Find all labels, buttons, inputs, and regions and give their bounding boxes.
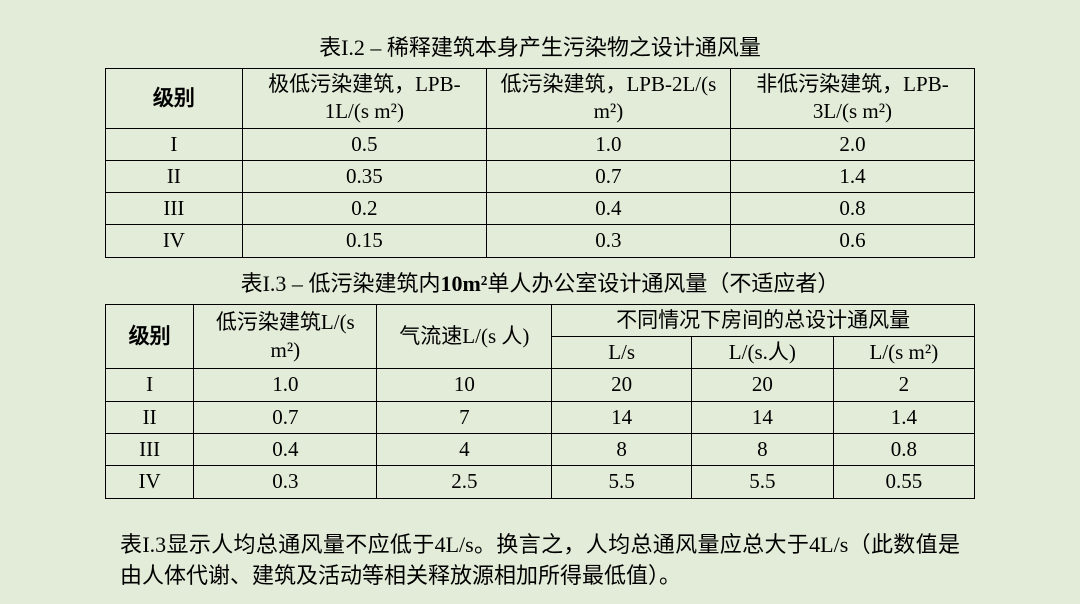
table2-airflow-header: 气流速L/(s 人) (377, 304, 552, 369)
table-row: III 0.2 0.4 0.8 (106, 193, 975, 225)
table2-sub1: L/(s.人) (692, 337, 834, 369)
table1-title-main: 稀释建筑本身产生污染物之设计通风量 (387, 35, 761, 60)
table2-level-header: 级别 (106, 304, 194, 369)
cell: IV (106, 225, 243, 257)
cell: 1.0 (486, 128, 730, 160)
cell: 0.3 (194, 466, 377, 498)
cell: III (106, 433, 194, 465)
table2-title-a: 低污染建筑内 (308, 271, 440, 296)
footnote-text: 表I.3显示人均总通风量不应低于4L/s。换言之，人均总通风量应总大于4L/s（… (120, 529, 960, 593)
table2-title-prefix: 表I.3 – (241, 271, 309, 296)
table-row: II 0.7 7 14 14 1.4 (106, 401, 975, 433)
cell: 0.55 (833, 466, 974, 498)
cell: 0.3 (486, 225, 730, 257)
table1-title: 表I.2 – 稀释建筑本身产生污染物之设计通风量 (60, 30, 1020, 62)
table-row: II 0.35 0.7 1.4 (106, 160, 975, 192)
cell: 10 (377, 369, 552, 401)
cell: 8 (692, 433, 834, 465)
cell: 7 (377, 401, 552, 433)
cell: I (106, 128, 243, 160)
cell: 0.35 (242, 160, 486, 192)
cell: 2.0 (730, 128, 974, 160)
cell: 1.0 (194, 369, 377, 401)
cell: 20 (692, 369, 834, 401)
table2-lpb-header: 低污染建筑L/(s m²) (194, 304, 377, 369)
table1-title-prefix: 表I.2 – (319, 35, 387, 60)
cell: 0.5 (242, 128, 486, 160)
cell: 0.6 (730, 225, 974, 257)
cell: 0.8 (730, 193, 974, 225)
cell: 14 (552, 401, 692, 433)
table2: 级别 低污染建筑L/(s m²) 气流速L/(s 人) 不同情况下房间的总设计通… (105, 304, 975, 499)
table2-total-group-header: 不同情况下房间的总设计通风量 (552, 304, 975, 336)
cell: 0.7 (486, 160, 730, 192)
table2-title: 表I.3 – 低污染建筑内10m²单人办公室设计通风量（不适应者） (60, 266, 1020, 298)
cell: 2 (833, 369, 974, 401)
table1-col3-header: 非低污染建筑，LPB-3L/(s m²) (730, 69, 974, 129)
table2-sub0: L/s (552, 337, 692, 369)
cell: 0.7 (194, 401, 377, 433)
table2-sub2: L/(s m²) (833, 337, 974, 369)
cell: I (106, 369, 194, 401)
table-row: IV 0.3 2.5 5.5 5.5 0.55 (106, 466, 975, 498)
cell: II (106, 160, 243, 192)
cell: IV (106, 466, 194, 498)
cell: 0.4 (194, 433, 377, 465)
cell: 5.5 (692, 466, 834, 498)
table1-col0-header: 级别 (106, 69, 243, 129)
cell: 4 (377, 433, 552, 465)
table2-title-bold: 10m² (440, 271, 487, 296)
cell: 0.8 (833, 433, 974, 465)
table2-title-b: 单人办公室设计通风量（不适应者） (487, 271, 839, 296)
cell: 2.5 (377, 466, 552, 498)
cell: 1.4 (730, 160, 974, 192)
cell: 1.4 (833, 401, 974, 433)
table-row: I 1.0 10 20 20 2 (106, 369, 975, 401)
table1-col1-header: 极低污染建筑，LPB-1L/(s m²) (242, 69, 486, 129)
table-row: IV 0.15 0.3 0.6 (106, 225, 975, 257)
table-row: 级别 低污染建筑L/(s m²) 气流速L/(s 人) 不同情况下房间的总设计通… (106, 304, 975, 336)
document-page: 表I.2 – 稀释建筑本身产生污染物之设计通风量 级别 极低污染建筑，LPB-1… (0, 0, 1080, 602)
cell: 0.15 (242, 225, 486, 257)
table1-col2-header: 低污染建筑，LPB-2L/(s m²) (486, 69, 730, 129)
cell: II (106, 401, 194, 433)
table1: 级别 极低污染建筑，LPB-1L/(s m²) 低污染建筑，LPB-2L/(s … (105, 68, 975, 258)
table-row: I 0.5 1.0 2.0 (106, 128, 975, 160)
cell: 8 (552, 433, 692, 465)
cell: III (106, 193, 243, 225)
table-row: 级别 极低污染建筑，LPB-1L/(s m²) 低污染建筑，LPB-2L/(s … (106, 69, 975, 129)
cell: 14 (692, 401, 834, 433)
cell: 0.2 (242, 193, 486, 225)
cell: 5.5 (552, 466, 692, 498)
cell: 0.4 (486, 193, 730, 225)
cell: 20 (552, 369, 692, 401)
table-row: III 0.4 4 8 8 0.8 (106, 433, 975, 465)
